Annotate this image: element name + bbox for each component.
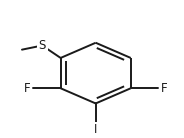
Text: I: I [94,123,97,136]
Text: F: F [161,82,168,95]
Text: S: S [38,39,46,52]
Text: F: F [24,82,30,95]
